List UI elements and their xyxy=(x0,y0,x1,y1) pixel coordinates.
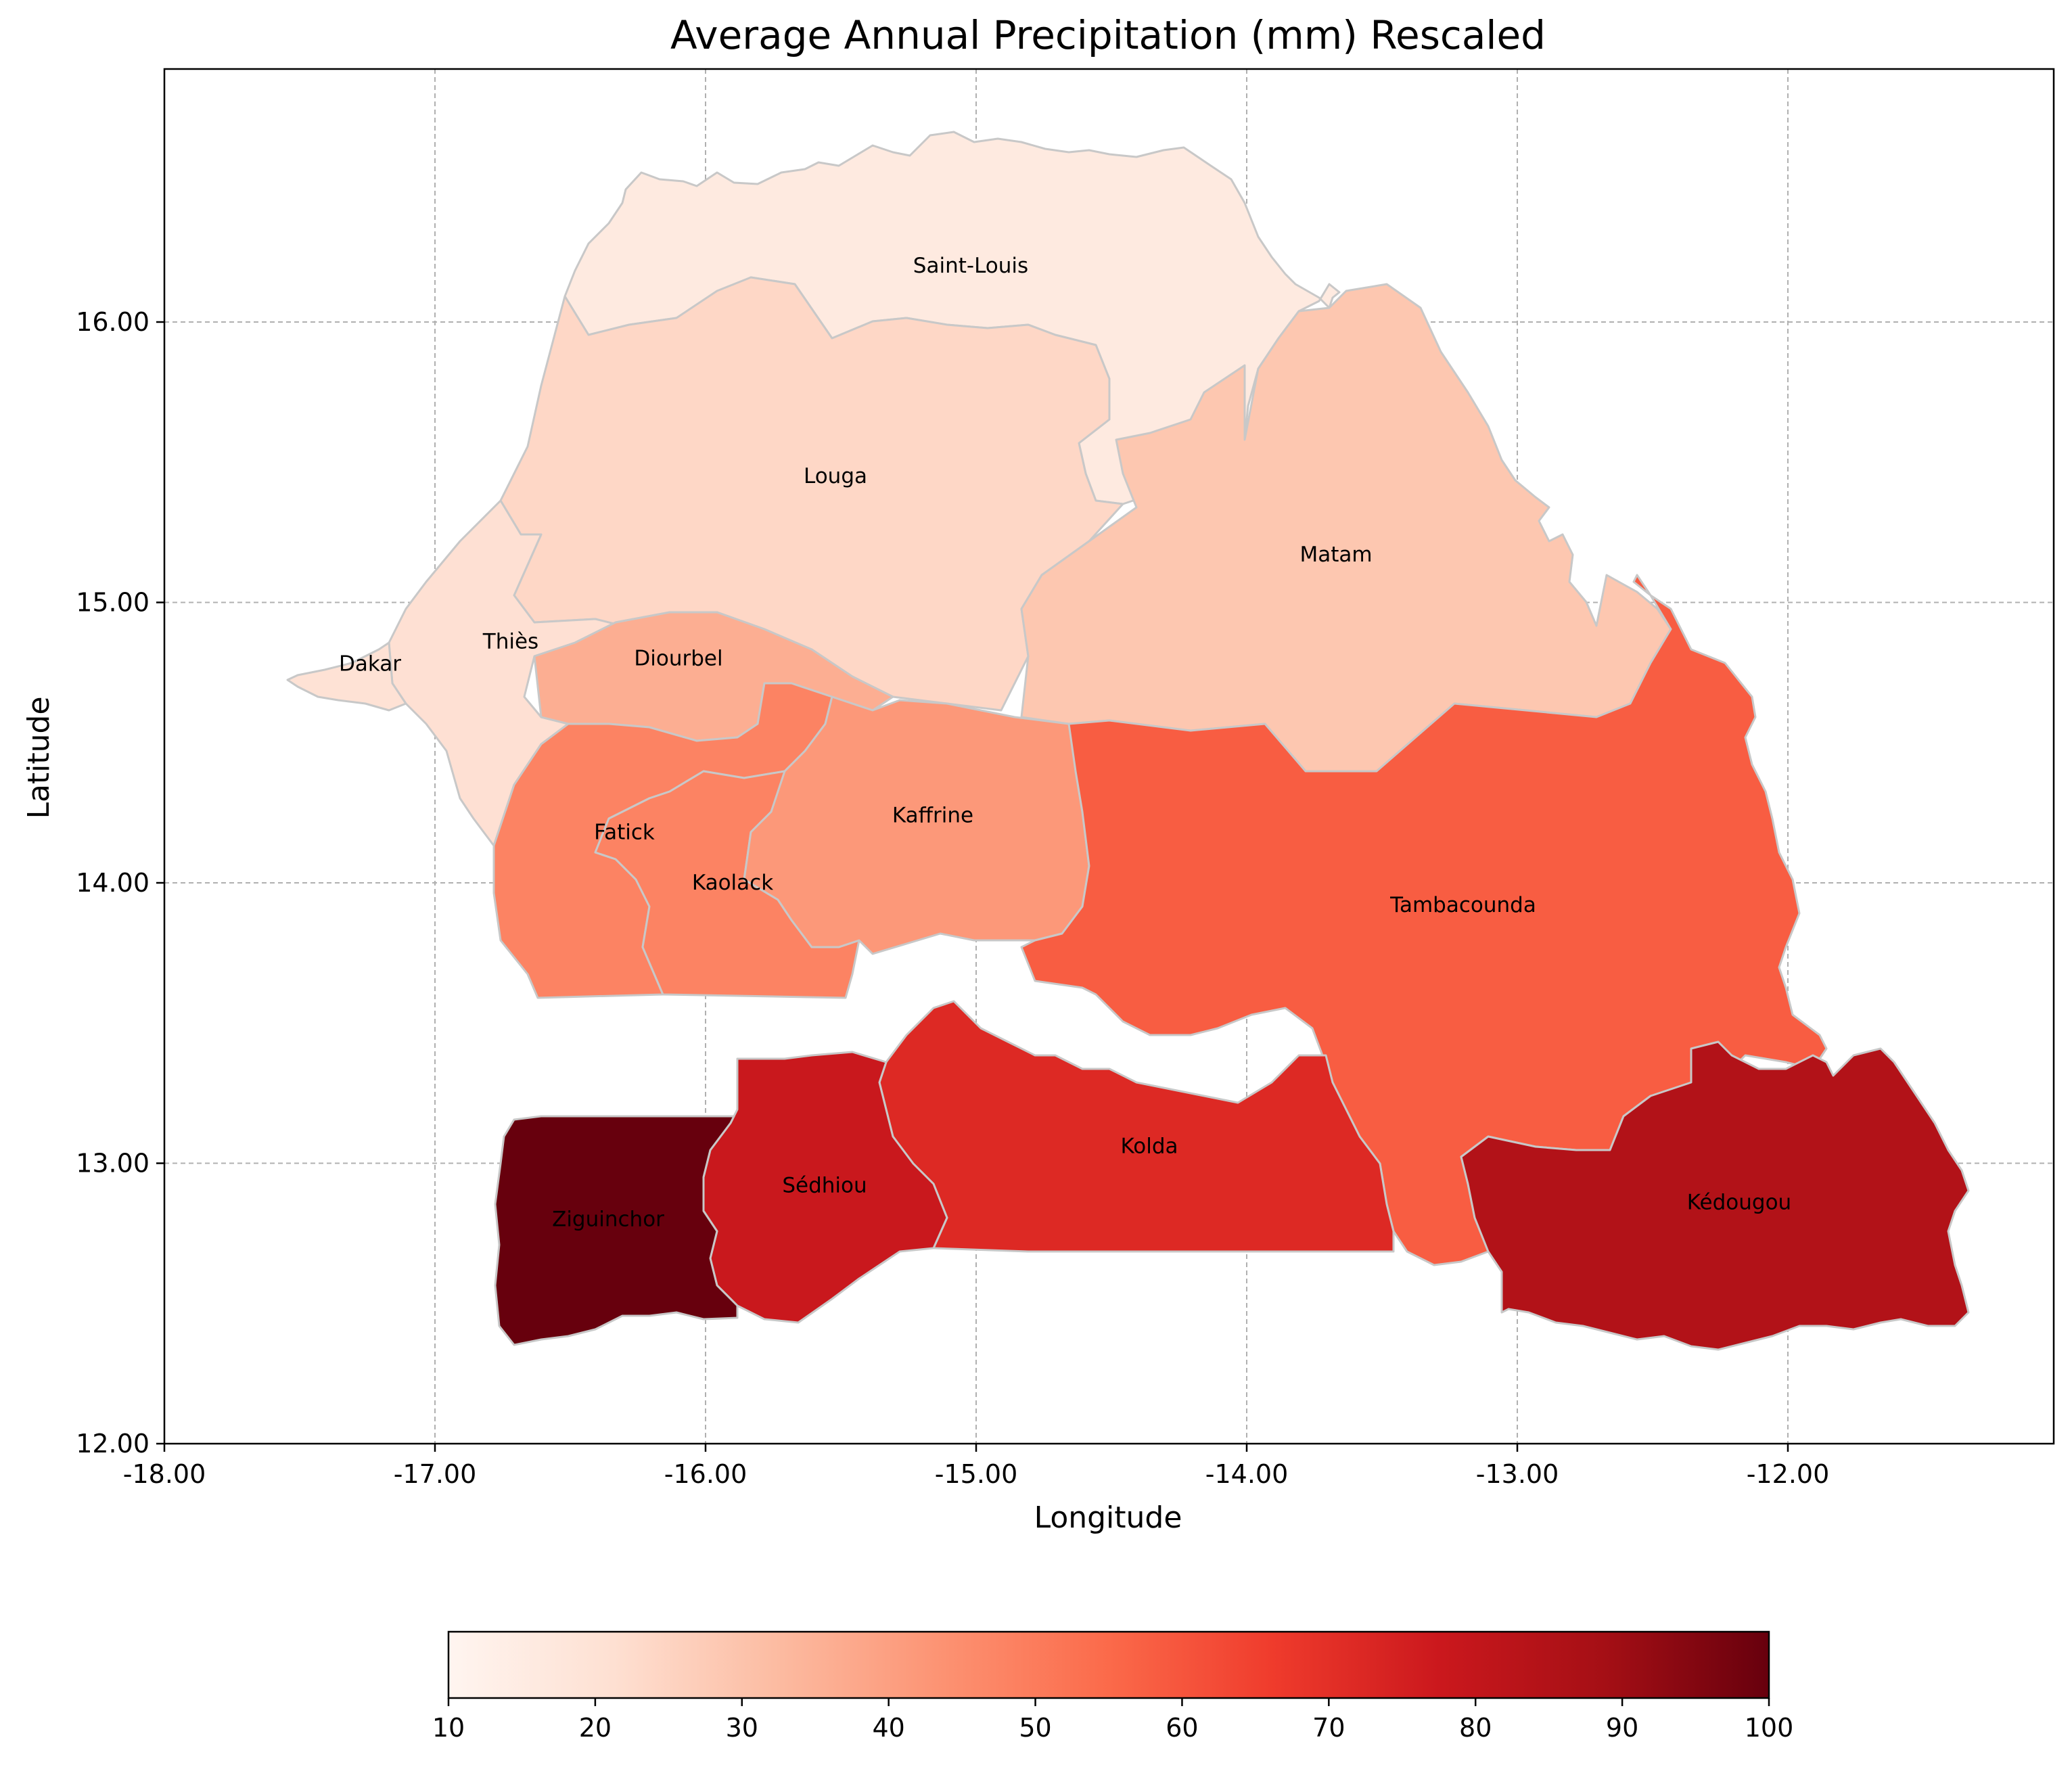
region-label-dakar: Dakar xyxy=(339,652,401,677)
colorbar-tick-label: 60 xyxy=(1166,1713,1198,1743)
region-label-louga: Louga xyxy=(804,464,867,488)
y-tick-label: 16.00 xyxy=(76,307,149,337)
colorbar-tick-label: 20 xyxy=(579,1713,612,1743)
region-label-kolda: Kolda xyxy=(1120,1134,1178,1159)
y-tick-label: 12.00 xyxy=(76,1429,149,1459)
map-regions xyxy=(286,131,1970,1351)
region-label-sedhiou: Sédhiou xyxy=(782,1174,867,1198)
x-tick-label: -13.00 xyxy=(1476,1459,1559,1489)
colorbar-tick-label: 80 xyxy=(1459,1713,1492,1743)
colorbar xyxy=(447,1630,1770,1699)
region-label-kaffrine: Kaffrine xyxy=(892,804,973,828)
region-label-kedougou: Kédougou xyxy=(1687,1191,1791,1215)
y-tick-label: 13.00 xyxy=(76,1149,149,1178)
region-label-matam: Matam xyxy=(1299,543,1372,567)
y-axis-ticks: 12.00 13.00 14.00 15.00 16.00 xyxy=(76,307,164,1459)
x-tick-label: -16.00 xyxy=(664,1459,747,1489)
colorbar-tick-label: 70 xyxy=(1312,1713,1345,1743)
region-label-kaolack: Kaolack xyxy=(692,871,773,895)
colorbar-ticks: 10 20 30 40 50 60 70 80 90 100 xyxy=(432,1698,1793,1743)
region-label-diourbel: Diourbel xyxy=(634,646,722,670)
colorbar-tick-label: 40 xyxy=(872,1713,904,1743)
x-tick-label: -15.00 xyxy=(935,1459,1018,1489)
region-label-saint-louis: Saint-Louis xyxy=(913,254,1028,278)
x-tick-label: -17.00 xyxy=(394,1459,477,1489)
region-ziguinchor xyxy=(494,1115,739,1346)
region-dakar xyxy=(286,641,407,712)
region-kedougou xyxy=(1460,1040,1970,1351)
x-axis-ticks: -18.00 -17.00 -16.00 -15.00 -14.00 -13.00 -12.… xyxy=(123,1444,1830,1489)
y-tick-label: 14.00 xyxy=(76,868,149,898)
colorbar-tick-label: 90 xyxy=(1606,1713,1638,1743)
y-tick-label: 15.00 xyxy=(76,588,149,618)
colorbar-tick-label: 30 xyxy=(726,1713,758,1743)
colorbar-tick-label: 50 xyxy=(1019,1713,1051,1743)
colorbar-tick-label: 10 xyxy=(432,1713,465,1743)
region-labels: Saint-Louis Louga Matam Dakar Thiès Diourbel F… xyxy=(339,254,1791,1231)
region-label-tambacounda: Tambacounda xyxy=(1389,893,1536,917)
x-axis-label: Longitude xyxy=(1034,1500,1182,1535)
region-label-thies: Thiès xyxy=(482,630,538,654)
region-label-ziguinchor: Ziguinchor xyxy=(552,1207,664,1231)
chart-title: Average Annual Precipitation (mm) Rescal… xyxy=(670,12,1546,58)
x-tick-label: -18.00 xyxy=(123,1459,206,1489)
region-label-fatick: Fatick xyxy=(594,820,655,844)
plot-frame xyxy=(163,68,2055,1445)
colorbar-tick-label: 100 xyxy=(1745,1713,1794,1743)
x-tick-label: -14.00 xyxy=(1205,1459,1289,1489)
y-axis-label: Latitude xyxy=(22,696,56,819)
x-tick-label: -12.00 xyxy=(1747,1459,1830,1489)
